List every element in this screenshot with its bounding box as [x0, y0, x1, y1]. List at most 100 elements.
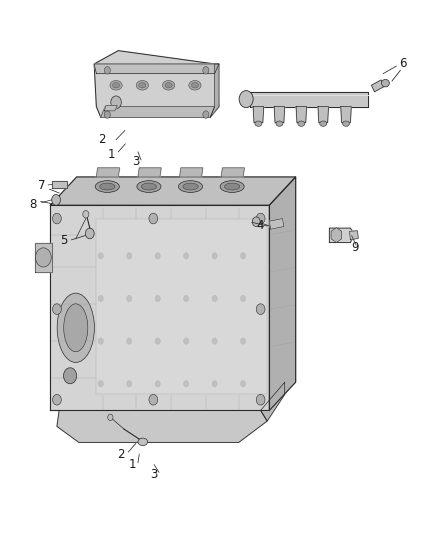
Circle shape: [104, 111, 110, 118]
Polygon shape: [96, 219, 267, 394]
Circle shape: [252, 217, 260, 227]
Circle shape: [98, 381, 103, 387]
Text: 9: 9: [351, 241, 359, 254]
Polygon shape: [96, 168, 120, 177]
Circle shape: [212, 253, 217, 259]
Circle shape: [98, 253, 103, 259]
Polygon shape: [94, 64, 219, 74]
Circle shape: [35, 248, 51, 267]
Circle shape: [239, 91, 253, 108]
Circle shape: [127, 253, 132, 259]
Circle shape: [240, 295, 246, 302]
Polygon shape: [250, 92, 368, 107]
Circle shape: [240, 253, 246, 259]
Circle shape: [83, 211, 89, 218]
Circle shape: [108, 414, 113, 421]
Text: 5: 5: [60, 235, 67, 247]
Polygon shape: [296, 107, 307, 123]
Polygon shape: [221, 168, 244, 177]
Circle shape: [256, 304, 265, 314]
Circle shape: [240, 381, 246, 387]
Circle shape: [98, 338, 103, 344]
Ellipse shape: [136, 80, 148, 90]
Polygon shape: [50, 177, 296, 205]
Polygon shape: [341, 107, 351, 123]
Polygon shape: [261, 382, 285, 421]
Ellipse shape: [298, 121, 305, 126]
Polygon shape: [318, 107, 328, 123]
Ellipse shape: [113, 83, 120, 88]
Circle shape: [53, 394, 61, 405]
Ellipse shape: [162, 80, 175, 90]
Polygon shape: [138, 168, 161, 177]
Polygon shape: [329, 228, 355, 243]
Ellipse shape: [255, 121, 262, 126]
Polygon shape: [101, 107, 215, 117]
Circle shape: [212, 295, 217, 302]
Text: 3: 3: [132, 155, 139, 168]
Polygon shape: [94, 51, 219, 117]
Polygon shape: [35, 243, 52, 272]
Circle shape: [111, 96, 121, 109]
Ellipse shape: [220, 181, 244, 192]
Ellipse shape: [179, 181, 202, 192]
Ellipse shape: [64, 304, 88, 352]
Circle shape: [256, 394, 265, 405]
Text: 2: 2: [98, 133, 106, 146]
Ellipse shape: [381, 79, 389, 87]
Ellipse shape: [139, 83, 146, 88]
Circle shape: [85, 228, 94, 239]
Circle shape: [184, 338, 189, 344]
Circle shape: [98, 295, 103, 302]
Ellipse shape: [99, 183, 115, 190]
Polygon shape: [274, 107, 285, 123]
Polygon shape: [180, 168, 203, 177]
Circle shape: [104, 67, 110, 74]
Circle shape: [184, 295, 189, 302]
Ellipse shape: [191, 83, 198, 88]
Ellipse shape: [138, 438, 148, 446]
Circle shape: [256, 213, 265, 224]
Polygon shape: [57, 410, 267, 442]
Ellipse shape: [320, 121, 327, 126]
Ellipse shape: [189, 80, 201, 90]
Circle shape: [127, 381, 132, 387]
Ellipse shape: [95, 181, 119, 192]
Text: 8: 8: [29, 198, 36, 211]
Circle shape: [212, 338, 217, 344]
Circle shape: [184, 253, 189, 259]
Polygon shape: [104, 106, 117, 111]
Circle shape: [149, 213, 158, 224]
Polygon shape: [210, 64, 219, 117]
Circle shape: [53, 304, 61, 314]
Circle shape: [127, 338, 132, 344]
Circle shape: [184, 381, 189, 387]
Ellipse shape: [110, 80, 122, 90]
Circle shape: [155, 295, 160, 302]
Circle shape: [155, 253, 160, 259]
Polygon shape: [371, 80, 385, 92]
Polygon shape: [52, 181, 67, 188]
Ellipse shape: [137, 181, 161, 192]
Circle shape: [212, 381, 217, 387]
Circle shape: [155, 381, 160, 387]
Text: 6: 6: [399, 58, 407, 70]
Circle shape: [203, 67, 209, 74]
Text: 7: 7: [38, 179, 46, 192]
Ellipse shape: [183, 183, 198, 190]
Ellipse shape: [225, 183, 240, 190]
Circle shape: [155, 338, 160, 344]
Polygon shape: [350, 231, 358, 240]
Polygon shape: [269, 219, 284, 229]
Polygon shape: [50, 205, 269, 410]
Circle shape: [127, 295, 132, 302]
Circle shape: [53, 213, 61, 224]
Ellipse shape: [141, 183, 156, 190]
Circle shape: [240, 338, 246, 344]
Text: 4: 4: [256, 220, 264, 232]
Circle shape: [203, 111, 209, 118]
Text: 2: 2: [117, 448, 125, 461]
Polygon shape: [253, 107, 264, 123]
Ellipse shape: [165, 83, 172, 88]
Polygon shape: [269, 177, 296, 410]
